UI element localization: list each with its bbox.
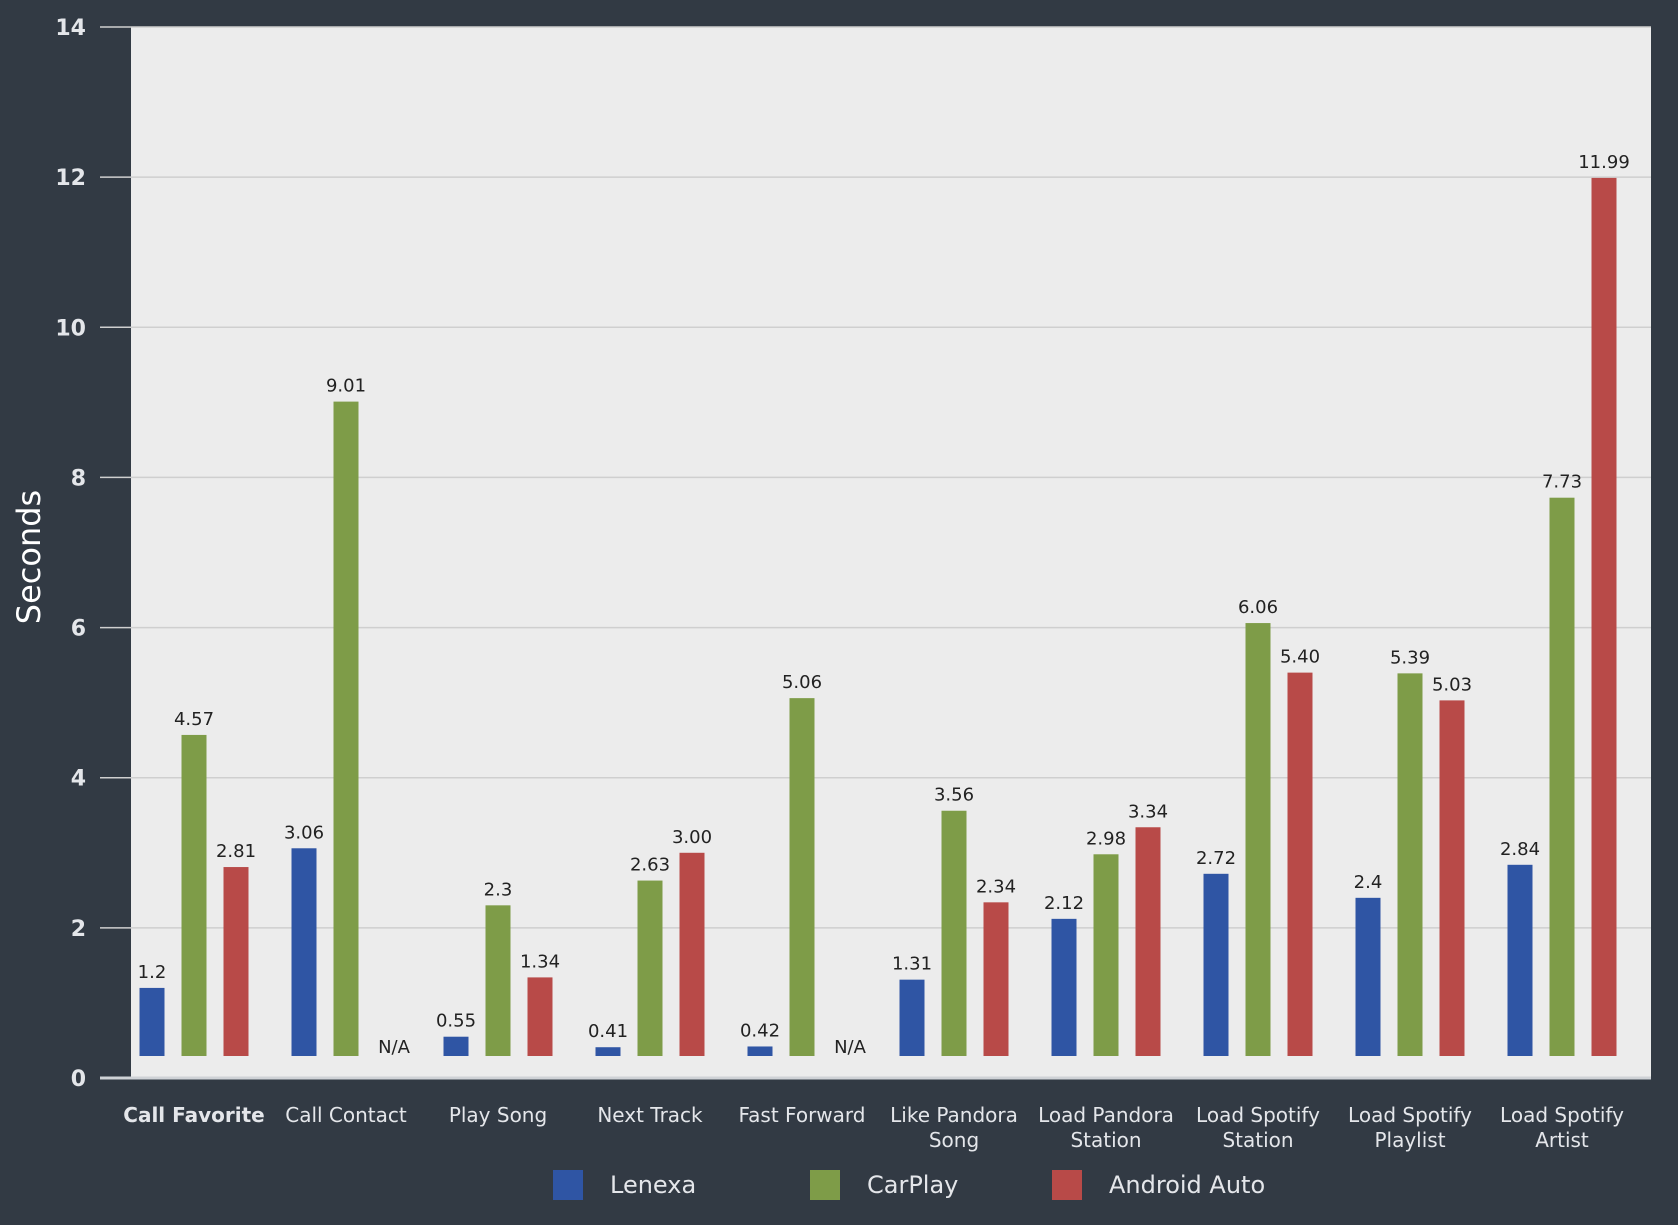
bar-lenexa (443, 1036, 469, 1056)
bar-android-auto (1439, 700, 1465, 1056)
y-tick-label: 2 (71, 917, 86, 942)
data-label: 2.4 (1354, 872, 1383, 893)
data-label: 3.56 (934, 785, 974, 806)
bar-android-auto (1287, 672, 1313, 1056)
bar-carplay (485, 905, 511, 1056)
data-label: 1.31 (892, 954, 932, 975)
data-label: 2.34 (976, 876, 1016, 897)
x-tick-label: Call Favorite (123, 1103, 264, 1127)
data-label: 5.06 (782, 672, 822, 693)
bar-carplay (181, 734, 207, 1056)
x-tick-label: Play Song (449, 1103, 547, 1127)
y-tick-label: 10 (55, 316, 86, 341)
y-tick-label: 4 (71, 767, 86, 792)
data-label: 0.42 (740, 1020, 780, 1041)
bar-lenexa (899, 979, 925, 1056)
bar-carplay (1397, 673, 1423, 1056)
x-tick-label: Like Pandora (890, 1103, 1018, 1127)
data-label: 9.01 (326, 376, 366, 397)
bar-carplay (1093, 854, 1119, 1056)
y-tick-label: 12 (55, 166, 86, 191)
x-tick-label: Call Contact (285, 1103, 407, 1127)
bar-carplay (1549, 497, 1575, 1056)
x-tick-label: Load Spotify (1348, 1103, 1472, 1127)
data-label: 2.98 (1086, 828, 1126, 849)
x-tick-label: Next Track (597, 1103, 703, 1127)
data-label: 3.00 (672, 827, 712, 848)
legend-label: Android Auto (1109, 1171, 1265, 1199)
data-label: 7.73 (1542, 472, 1582, 493)
data-label: 2.12 (1044, 893, 1084, 914)
x-tick-label: Song (929, 1128, 979, 1152)
bar-android-auto (527, 977, 553, 1056)
bar-lenexa (747, 1046, 773, 1056)
bar-android-auto (223, 867, 249, 1056)
bar-carplay (1245, 623, 1271, 1056)
y-tick-label: 14 (55, 16, 86, 41)
bar-android-auto (983, 902, 1009, 1056)
data-label: 6.06 (1238, 597, 1278, 618)
x-tick-label: Fast Forward (739, 1103, 866, 1127)
data-label: 3.06 (284, 822, 324, 843)
data-label: 4.57 (174, 709, 214, 730)
y-tick-label: 8 (71, 466, 86, 491)
data-label: 11.99 (1578, 152, 1630, 173)
na-label: N/A (834, 1037, 867, 1058)
bar-carplay (941, 810, 967, 1056)
y-tick-label: 6 (71, 617, 86, 642)
legend-label: CarPlay (867, 1171, 958, 1199)
data-label: 3.34 (1128, 801, 1168, 822)
plot-area (131, 27, 1651, 1078)
bar-android-auto (679, 852, 705, 1056)
bar-carplay (789, 698, 815, 1056)
bar-lenexa (1507, 864, 1533, 1056)
data-label: 5.39 (1390, 647, 1430, 668)
x-tick-label: Load Spotify (1196, 1103, 1320, 1127)
data-label: 2.84 (1500, 839, 1540, 860)
bar-carplay (333, 401, 359, 1056)
data-label: 2.63 (630, 855, 670, 876)
bar-carplay (637, 880, 663, 1056)
bar-lenexa (1203, 873, 1229, 1056)
bar-lenexa (595, 1047, 621, 1056)
legend-swatch (810, 1170, 840, 1200)
data-label: 2.81 (216, 841, 256, 862)
bar-android-auto (1135, 827, 1161, 1056)
data-label: 2.3 (484, 879, 513, 900)
data-label: 5.40 (1280, 647, 1320, 668)
legend-label: Lenexa (610, 1171, 696, 1199)
x-tick-label: Station (1222, 1128, 1293, 1152)
x-tick-label: Playlist (1374, 1128, 1445, 1152)
data-label: 1.34 (520, 951, 560, 972)
x-tick-label: Station (1070, 1128, 1141, 1152)
bar-android-auto (1591, 177, 1617, 1057)
bar-lenexa (1355, 897, 1381, 1056)
y-tick-label: 0 (71, 1067, 86, 1092)
data-label: 0.55 (436, 1011, 476, 1032)
x-tick-label: Load Pandora (1038, 1103, 1174, 1127)
data-label: 1.2 (138, 962, 167, 983)
y-axis-label: Seconds (10, 490, 48, 624)
bar-lenexa (139, 987, 165, 1056)
data-label: 5.03 (1432, 674, 1472, 695)
bar-lenexa (291, 848, 317, 1056)
na-label: N/A (378, 1037, 411, 1058)
x-tick-label: Artist (1535, 1128, 1589, 1152)
legend-swatch (553, 1170, 583, 1200)
bar-lenexa (1051, 918, 1077, 1056)
x-tick-label: Load Spotify (1500, 1103, 1624, 1127)
data-label: 2.72 (1196, 848, 1236, 869)
data-label: 0.41 (588, 1021, 628, 1042)
legend-swatch (1052, 1170, 1082, 1200)
